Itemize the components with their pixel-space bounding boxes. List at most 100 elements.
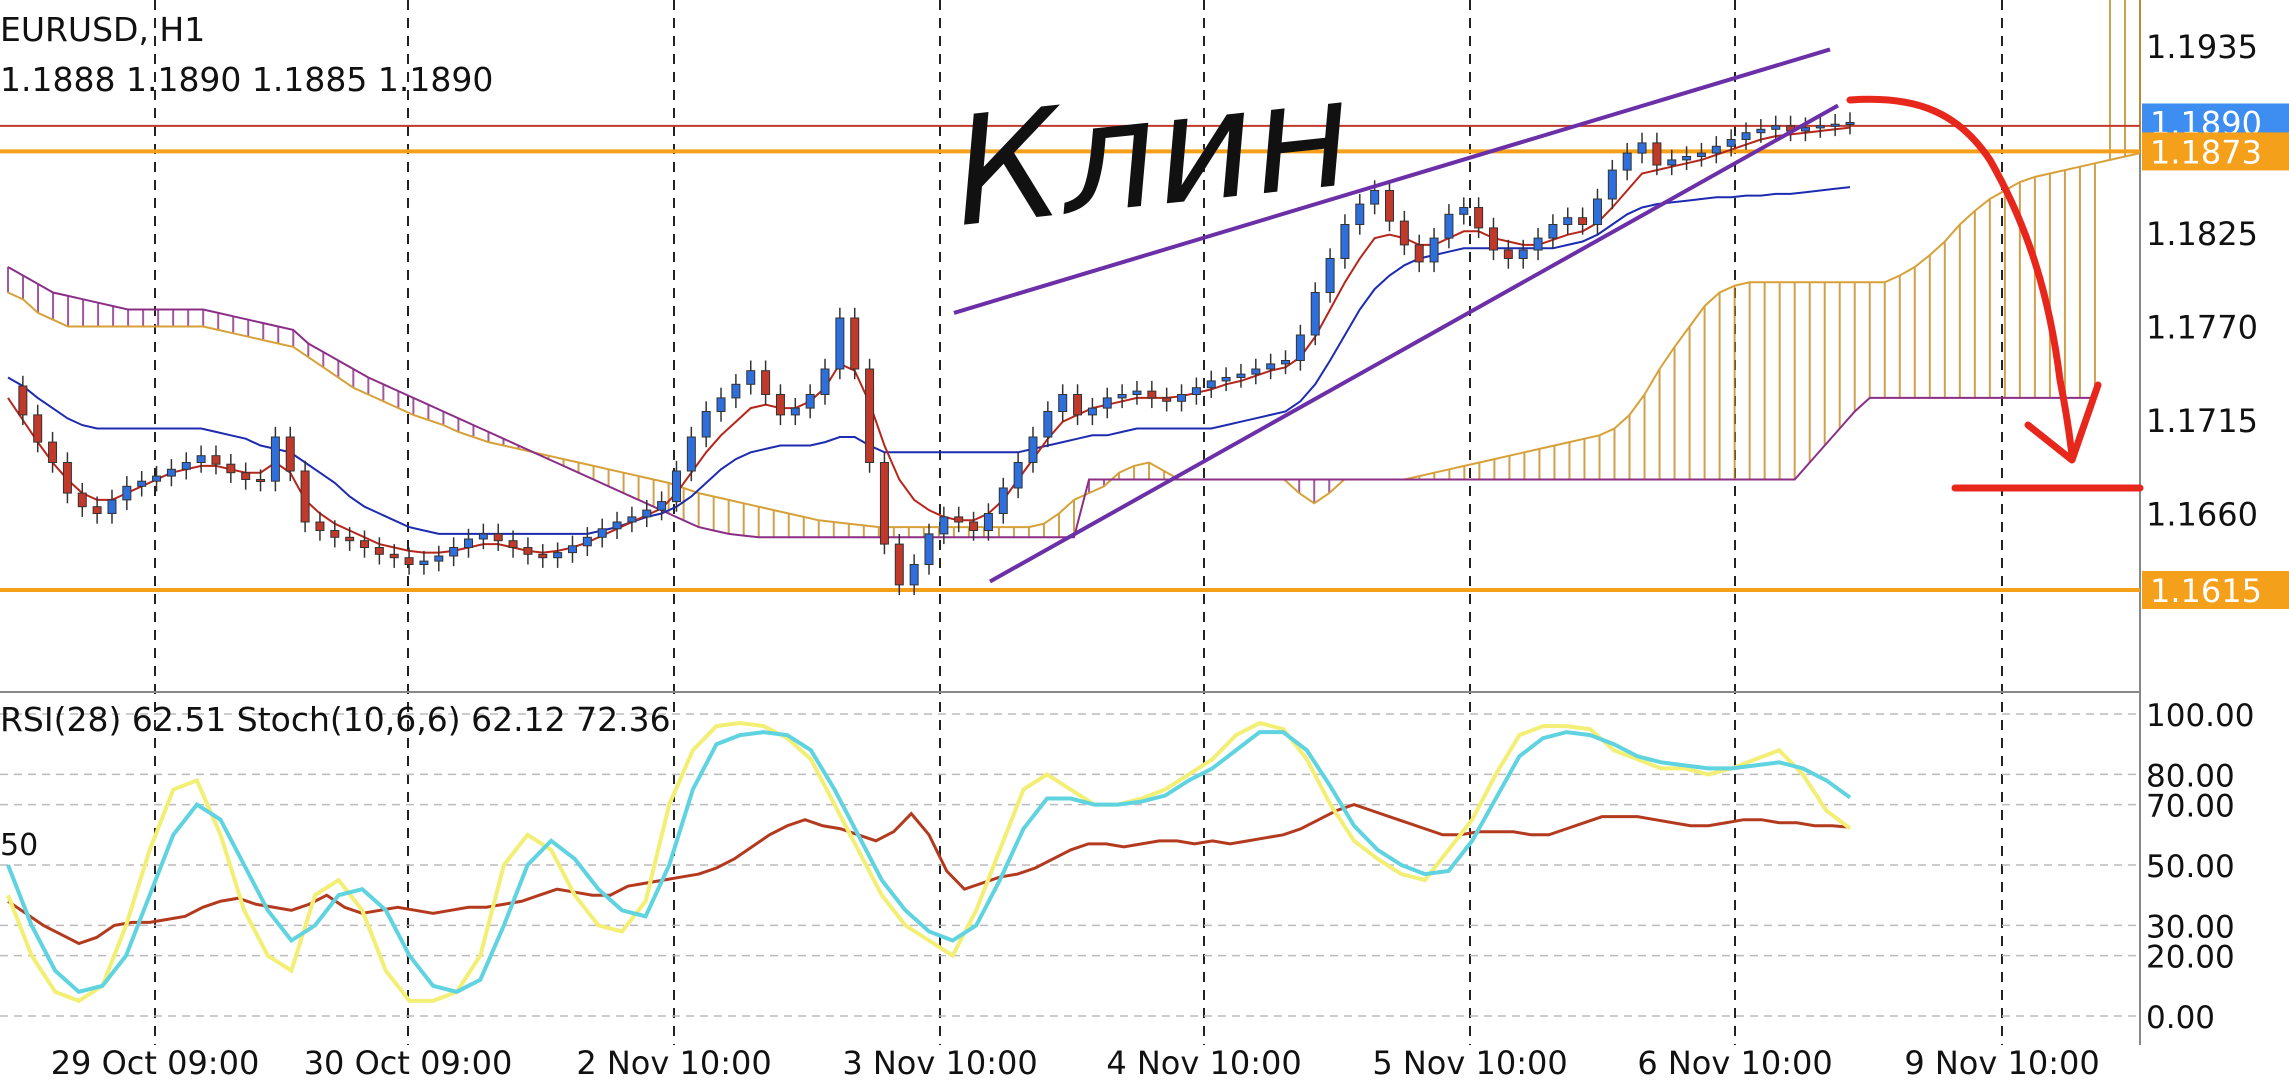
candle-body-85: [1266, 363, 1276, 370]
candle-body-101: [1503, 249, 1513, 259]
price-tick-label-1: 1.1825: [2146, 215, 2258, 253]
candle-body-73: [1087, 407, 1097, 416]
candle-body-2: [33, 414, 43, 443]
candle-body-32: [478, 533, 488, 540]
time-tick-label-0: 29 Oct 09:00: [51, 1044, 260, 1080]
candle-body-81: [1206, 380, 1216, 389]
oscillator-lines: [6, 720, 1852, 1004]
candle-body-61: [909, 564, 919, 586]
price-tick-label-0: 1.1935: [2146, 28, 2258, 66]
candle-body-58: [865, 368, 875, 463]
candle-body-42: [627, 516, 637, 523]
candle-body-97: [1444, 213, 1454, 239]
candle-body-68: [1013, 462, 1023, 489]
candle-body-77: [1147, 390, 1157, 399]
candle-body-37: [553, 552, 563, 559]
candle-body-13: [196, 455, 206, 464]
candle-body-95: [1414, 244, 1424, 263]
candle-body-54: [805, 394, 815, 409]
candle-body-48: [716, 397, 726, 412]
candle-body-34: [508, 540, 518, 549]
time-tick-label-4: 4 Nov 10:00: [1106, 1044, 1301, 1080]
candle-body-8: [122, 485, 132, 501]
candle-body-17: [256, 479, 266, 482]
wedge-handwritten-label: Клин: [946, 46, 1360, 261]
candle-body-43: [642, 509, 652, 518]
candle-body-80: [1191, 387, 1201, 396]
candle-body-83: [1236, 373, 1246, 379]
candle-body-121: [1800, 127, 1810, 132]
candle-body-108: [1607, 169, 1617, 200]
wedge-lower-trendline: [989, 103, 1839, 584]
candle-body-52: [775, 394, 785, 416]
time-tick-label-2: 2 Nov 10:00: [576, 1044, 771, 1080]
candle-body-105: [1563, 217, 1573, 225]
ichimoku-cloud: [7, 0, 2141, 539]
time-tick-label-1: 30 Oct 09:00: [304, 1044, 513, 1080]
candle-body-84: [1251, 368, 1261, 375]
candle-body-119: [1771, 125, 1781, 130]
candle-body-24: [360, 540, 370, 549]
candle-body-94: [1399, 220, 1409, 246]
grid: [0, 0, 2141, 1045]
candle-body-14: [211, 455, 221, 465]
ohlc-values-label: 1.1888 1.1890 1.1885 1.1890: [0, 60, 494, 99]
candle-body-116: [1726, 139, 1736, 147]
candle-body-21: [315, 521, 325, 531]
candle-body-25: [374, 547, 384, 555]
candle-body-4: [62, 462, 72, 494]
candle-body-9: [137, 480, 147, 487]
candle-body-124: [1845, 122, 1855, 125]
candle-body-106: [1578, 217, 1588, 225]
osc-tick-label-6: 0.00: [2146, 1000, 2215, 1036]
candle-body-86: [1281, 360, 1291, 365]
candle-body-82: [1221, 377, 1231, 382]
price-tick-label-4: 1.1660: [2146, 496, 2258, 534]
wedge-upper-trendline: [953, 47, 1831, 315]
candle-body-55: [820, 368, 830, 395]
candle-body-28: [419, 560, 429, 565]
candle-body-27: [404, 557, 414, 566]
candle-body-6: [92, 506, 102, 515]
symbol-timeframe-label: EURUSD, H1: [0, 10, 206, 49]
candle-body-36: [538, 553, 548, 559]
candle-body-46: [686, 436, 696, 472]
candle-body-62: [924, 533, 934, 566]
candle-body-5: [77, 492, 87, 508]
candle-body-110: [1637, 142, 1647, 154]
price-tick-label-2: 1.1770: [2146, 309, 2258, 347]
candle-body-40: [597, 528, 607, 538]
time-tick-label-6: 6 Nov 10:00: [1637, 1044, 1832, 1080]
candle-body-74: [1102, 397, 1112, 409]
horizontal-levels: [0, 124, 2140, 592]
candle-body-65: [969, 521, 979, 531]
osc-tick-label-0: 100.00: [2146, 698, 2254, 734]
candle-body-29: [434, 555, 444, 562]
osc-tick-label-2: 70.00: [2146, 789, 2235, 825]
senkou-span-a-line: [7, 152, 2141, 529]
candle-body-103: [1533, 237, 1543, 251]
osc-tick-label-3: 50.00: [2146, 849, 2235, 885]
candle-body-87: [1295, 334, 1305, 361]
candle-body-64: [954, 516, 964, 523]
candle-body-71: [1058, 394, 1068, 412]
oscillator-series-1: [6, 720, 1852, 1004]
candle-body-112: [1667, 159, 1677, 166]
candle-body-15: [226, 463, 236, 474]
indicator-title-label: RSI(28) 62.51 Stoch(10,6,6) 62.12 72.36: [0, 700, 671, 739]
osc-tick-label-1: 80.00: [2146, 758, 2235, 794]
price-tick-label-3: 1.1715: [2146, 402, 2258, 440]
candle-body-78: [1162, 397, 1172, 402]
candle-body-93: [1385, 190, 1394, 222]
tenkan-sen-line: [7, 126, 1851, 554]
candle-body-67: [998, 487, 1008, 514]
candle-body-122: [1815, 125, 1825, 129]
candle-body-114: [1696, 152, 1706, 158]
candle-body-117: [1741, 132, 1751, 140]
price-tag-label-1: 1.1873: [2150, 133, 2262, 171]
candle-body-100: [1488, 227, 1498, 251]
candle-body-49: [731, 383, 741, 399]
price-tag-label-2: 1.1615: [2150, 572, 2262, 610]
candle-body-57: [850, 317, 860, 370]
